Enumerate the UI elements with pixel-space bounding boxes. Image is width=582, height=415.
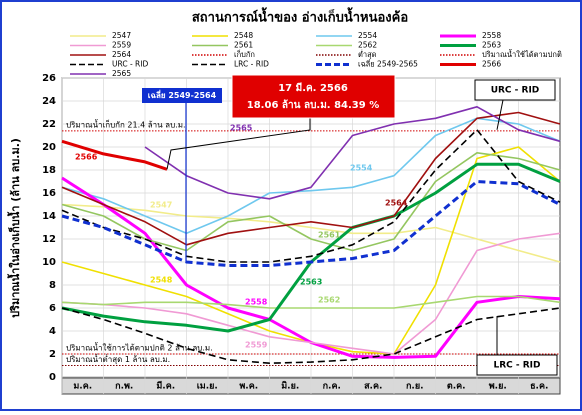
reference-label: ปริมาณน้ำเก็บกัก 21.4 ล้าน ลบ.ม.	[66, 118, 186, 129]
series-line	[144, 106, 561, 200]
y-tick-label: 22	[42, 119, 56, 130]
series-line	[61, 232, 561, 355]
y-tick-label: 26	[42, 73, 56, 84]
series-line	[61, 203, 561, 263]
series-line	[61, 111, 561, 246]
annotation: URC - RID	[491, 86, 540, 96]
y-tick-label: 20	[42, 142, 56, 153]
legend-label: 2559	[112, 41, 131, 50]
y-tick-label: 0	[49, 372, 56, 383]
annotation-box	[142, 88, 222, 103]
legend-label: เก็บกัก	[234, 49, 255, 59]
y-tick-label: 2	[49, 349, 56, 360]
series-line	[61, 129, 561, 263]
connector	[496, 99, 504, 130]
legend-label: URC - RID	[112, 60, 148, 69]
series-label: 2559	[245, 341, 268, 350]
annotation-box	[231, 74, 396, 119]
x-tick-label: เม.ย.	[197, 382, 218, 392]
x-tick-label: ต.ค.	[447, 382, 466, 392]
connector	[166, 118, 311, 170]
y-tick-label: 24	[42, 96, 56, 107]
x-tick-label: ธ.ค.	[530, 382, 548, 392]
reference-label: ปริมาณน้ำใช้การได้ตามปกติ 2 ล้าน ลบ.ม.	[66, 342, 213, 353]
series-line	[61, 180, 561, 267]
y-tick-label: 16	[42, 188, 56, 199]
x-tick-label: ส.ค.	[364, 382, 382, 392]
y-tick-label: 6	[49, 303, 56, 314]
legend-label: 2558	[482, 31, 501, 40]
series-line	[61, 307, 561, 364]
legend-label: ต่ำสุด	[358, 49, 377, 59]
series-line	[61, 152, 561, 252]
x-tick-label: มี.ค.	[156, 381, 175, 392]
x-tick-label: ก.ย.	[406, 382, 424, 392]
series-label: 2564	[385, 199, 408, 208]
legend-label: LRC - RID	[234, 60, 269, 69]
x-tick-label: พ.ย.	[489, 382, 507, 392]
series-label: 2547	[150, 201, 172, 210]
series-line	[61, 139, 168, 171]
legend-label: 2548	[234, 31, 253, 40]
y-tick-label: 18	[42, 165, 56, 176]
y-tick-label: 12	[42, 234, 56, 245]
series-label: 2563	[300, 278, 322, 287]
x-tick-label: ก.พ.	[115, 382, 133, 392]
legend-label: ปริมาณน้ำใช้ได้ตามปกติ	[482, 49, 562, 59]
y-tick-label: 4	[49, 326, 56, 337]
legend-label: 2564	[112, 50, 131, 59]
legend-label: 2562	[358, 41, 377, 50]
series-label: 2565	[230, 124, 253, 133]
series-label: 2561	[318, 231, 341, 240]
annotation: เฉลี่ย 2549-2564	[148, 89, 217, 100]
chart-title: สถานการณ์น้ำของ อ่างเก็บน้ำหนองค้อ	[192, 7, 408, 26]
y-tick-label: 14	[42, 211, 56, 222]
annotation-box	[474, 79, 556, 101]
series-line	[61, 295, 561, 309]
x-tick-label: มิ.ย.	[281, 381, 299, 392]
y-tick-label: 10	[42, 257, 56, 268]
x-tick-label: พ.ค.	[239, 382, 258, 392]
annotation: 17 มี.ค. 2566	[278, 82, 348, 94]
series-label: 2548	[150, 276, 173, 285]
annotation-box	[476, 354, 558, 376]
legend-label: 2561	[234, 41, 253, 50]
series-label: 2554	[350, 164, 373, 173]
reference-label: ปริมาณน้ำต่ำสุด 1 ล้าน ลบ.ม.	[66, 353, 170, 364]
annotation: LRC - RID	[493, 361, 540, 371]
series-label: 2566	[75, 153, 98, 162]
legend-label: 2566	[482, 60, 501, 69]
y-axis-label: ปริมาณน้ำในอ่างเก็บน้ำ (ล้าน ลบ.ม.)	[7, 138, 22, 318]
legend-label: 2565	[112, 69, 131, 78]
series-label: 2562	[318, 296, 340, 305]
legend-label: 2547	[112, 31, 131, 40]
series-label: 2558	[245, 298, 268, 307]
y-tick-label: 8	[49, 280, 56, 291]
x-tick-label: ก.ค.	[323, 382, 341, 392]
x-tick-label: ม.ค.	[73, 382, 92, 392]
annotation: 18.06 ล้าน ลบ.ม. 84.39 %	[247, 99, 379, 111]
legend-label: เฉลี่ย 2549-2565	[358, 59, 418, 69]
legend-label: 2554	[358, 31, 377, 40]
legend-label: 2563	[482, 41, 501, 50]
